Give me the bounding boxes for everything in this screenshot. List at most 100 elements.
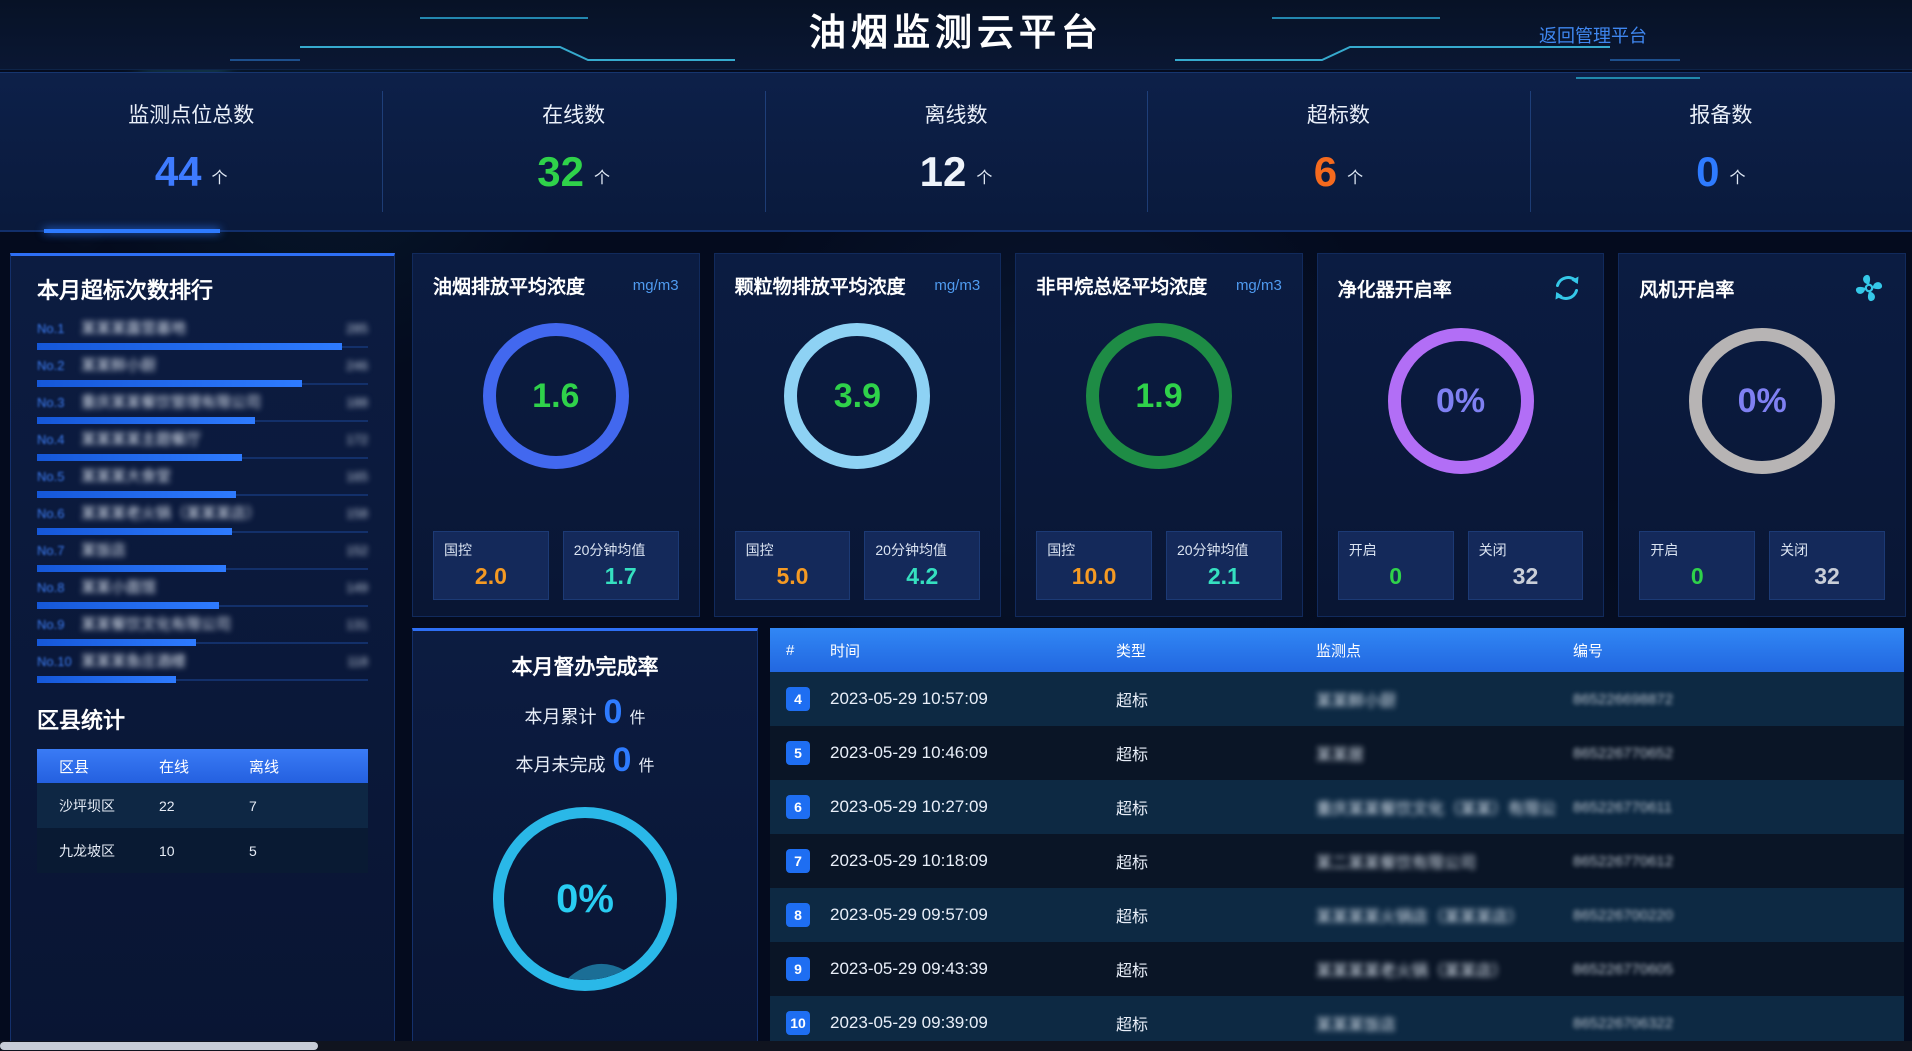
ranking-bar-track xyxy=(37,343,368,350)
ranking-name-masked: 某饭店 xyxy=(81,542,127,559)
alert-index-badge: 9 xyxy=(786,957,810,981)
alert-index-badge: 4 xyxy=(786,687,810,711)
gauge-value: 0% xyxy=(1737,381,1787,420)
ranking-item: No.10 某某某鱼庄酒楼 118 xyxy=(37,650,368,687)
alert-type: 超标 xyxy=(1116,855,1149,872)
ranking-name-masked: 某某餐饮文化有限公司 xyxy=(81,616,232,633)
alert-index-badge: 6 xyxy=(786,795,810,819)
ranking-rank-label: No.4 xyxy=(37,432,65,447)
stat-total-points: 监测点位总数 44 个 xyxy=(0,73,382,230)
alert-type: 超标 xyxy=(1116,963,1149,980)
stat-value: 32 xyxy=(537,148,584,195)
stat-value: 44 xyxy=(154,148,202,195)
gauge-title: 风机开启率 xyxy=(1639,279,1735,301)
stat-value: 0 xyxy=(1696,148,1720,195)
ranking-name-masked: 某某某露营基地 xyxy=(81,320,187,337)
ranking-item: No.5 某某某大食堂 165 xyxy=(37,465,368,502)
supervision-title: 本月督办完成率 xyxy=(511,656,659,679)
stat-value: 12 xyxy=(919,148,967,195)
alert-row[interactable]: 9 2023-05-29 09:43:39 超标 某某某某老火锅（某某店） 86… xyxy=(770,942,1904,996)
ranking-value-masked: 131 xyxy=(346,617,368,632)
gauge-value: 1.9 xyxy=(1135,376,1183,415)
ranking-rank-label: No.1 xyxy=(37,321,65,336)
alert-row[interactable]: 6 2023-05-29 10:27:09 超标 重庆某某餐饮文化（某某）有限公… xyxy=(770,780,1904,834)
ranking-name-masked: 某某某大食堂 xyxy=(81,468,172,485)
page-title: 油烟监测云平台 xyxy=(809,12,1103,53)
supervision-line-unfinished: 本月未完成 0 件 xyxy=(515,741,655,779)
ranking-name-masked: 某某某老火锅（某某某店） xyxy=(81,505,262,522)
ranking-name-masked: 某某小面馆 xyxy=(81,579,157,596)
alert-row[interactable]: 4 2023-05-29 10:57:09 超标 某某鲜小厨 865226698… xyxy=(770,672,1904,726)
horizontal-scrollbar-thumb[interactable] xyxy=(0,1042,318,1050)
ranking-rank-label: No.3 xyxy=(37,395,65,410)
alert-point-masked: 某某某某老火锅（某某店） xyxy=(1316,963,1509,980)
stat-label: 在线数 xyxy=(542,104,606,127)
gauge-stat-box: 20分钟均值 2.1 xyxy=(1165,531,1282,600)
ranking-rank-label: No.10 xyxy=(37,654,72,669)
ranking-value-masked: 285 xyxy=(346,321,368,336)
alert-type: 超标 xyxy=(1116,1017,1149,1034)
alert-row[interactable]: 5 2023-05-29 10:46:09 超标 某某居 86522677065… xyxy=(770,726,1904,780)
alert-index-badge: 5 xyxy=(786,741,810,765)
ranking-name-masked: 某某某鱼庄酒楼 xyxy=(81,653,187,670)
alert-point-masked: 某二某某餐饮有限公司 xyxy=(1316,855,1477,872)
gauge-stat-box: 国控 10.0 xyxy=(1036,531,1152,600)
alert-index-badge: 8 xyxy=(786,903,810,927)
district-row: 九龙坡区 10 5 xyxy=(37,828,368,873)
alert-row[interactable]: 8 2023-05-29 09:57:09 超标 某某某某火锅店（某某某店） 8… xyxy=(770,888,1904,942)
col-index: # xyxy=(786,641,795,659)
ranking-bar-track xyxy=(37,380,368,387)
col-type: 类型 xyxy=(1116,642,1147,660)
refresh-icon xyxy=(1555,276,1579,300)
gauge-stat-box: 20分钟均值 4.2 xyxy=(864,531,981,600)
ranking-item: No.6 某某某老火锅（某某某店） 158 xyxy=(37,502,368,539)
alert-time: 2023-05-29 10:27:09 xyxy=(830,797,988,816)
alert-type: 超标 xyxy=(1116,909,1149,926)
stat-unit: 个 xyxy=(976,170,993,187)
completion-percent: 0% xyxy=(556,876,614,921)
horizontal-scrollbar xyxy=(0,1041,1912,1051)
gauge-value: 3.9 xyxy=(833,376,882,415)
ranking-name-masked: 重庆某某餐饮管理有限公司 xyxy=(81,394,262,411)
ranking-panel: 本月超标次数排行 No.1 某某某露营基地 285 No.2 某某鲜小厨 246… xyxy=(10,253,395,1051)
ranking-list: No.1 某某某露营基地 285 No.2 某某鲜小厨 246 No.3 重庆某… xyxy=(37,317,368,687)
stat-label: 超标数 xyxy=(1306,104,1370,127)
ranking-value-masked: 172 xyxy=(346,432,368,447)
gauge-panel-fan: 风机开启率 0% 开启 0 关闭 32 xyxy=(1618,253,1906,617)
alert-table-header: # 时间 类型 监测点 编号 xyxy=(770,628,1904,672)
district-col-online: 在线 xyxy=(159,758,190,776)
district-col-name: 区县 xyxy=(59,758,90,776)
ranking-bar xyxy=(37,602,220,609)
alert-time: 2023-05-29 09:43:39 xyxy=(830,959,988,978)
ranking-rank-label: No.5 xyxy=(37,469,65,484)
alert-table: # 时间 类型 监测点 编号 4 2023-05-29 10:57:09 超标 … xyxy=(770,628,1904,1051)
district-table-body: 沙坪坝区 22 7 九龙坡区 10 5 xyxy=(37,783,368,873)
district-offline: 5 xyxy=(249,842,257,859)
alert-time: 2023-05-29 10:18:09 xyxy=(830,851,988,870)
district-offline: 7 xyxy=(249,797,257,814)
ranking-rank-label: No.9 xyxy=(37,617,65,632)
back-to-admin-link[interactable]: 返回管理平台 xyxy=(1539,26,1647,46)
ranking-bar xyxy=(37,639,196,646)
alert-row[interactable]: 7 2023-05-29 10:18:09 超标 某二某某餐饮有限公司 8652… xyxy=(770,834,1904,888)
alert-code-masked: 865226770612 xyxy=(1573,852,1674,870)
stats-accent-line xyxy=(1576,77,1700,79)
gauge-stat-box: 开启 0 xyxy=(1337,531,1454,600)
gauge-unit: mg/m3 xyxy=(632,277,679,294)
ranking-rank-label: No.7 xyxy=(37,543,65,558)
ranking-item: No.2 某某鲜小厨 246 xyxy=(37,354,368,391)
ranking-item: No.1 某某某露营基地 285 xyxy=(37,317,368,354)
ranking-item: No.3 重庆某某餐饮管理有限公司 188 xyxy=(37,391,368,428)
ranking-bar xyxy=(37,676,177,683)
col-code: 编号 xyxy=(1573,642,1604,660)
alert-type: 超标 xyxy=(1116,801,1149,818)
wave-decor xyxy=(512,963,652,980)
ranking-item: No.9 某某餐饮文化有限公司 131 xyxy=(37,613,368,650)
alert-code-masked: 865226770605 xyxy=(1573,960,1674,978)
alert-code-masked: 865226770652 xyxy=(1573,744,1674,762)
alert-time: 2023-05-29 10:57:09 xyxy=(830,689,988,708)
district-online: 10 xyxy=(159,842,175,859)
ranking-bar xyxy=(37,380,302,387)
